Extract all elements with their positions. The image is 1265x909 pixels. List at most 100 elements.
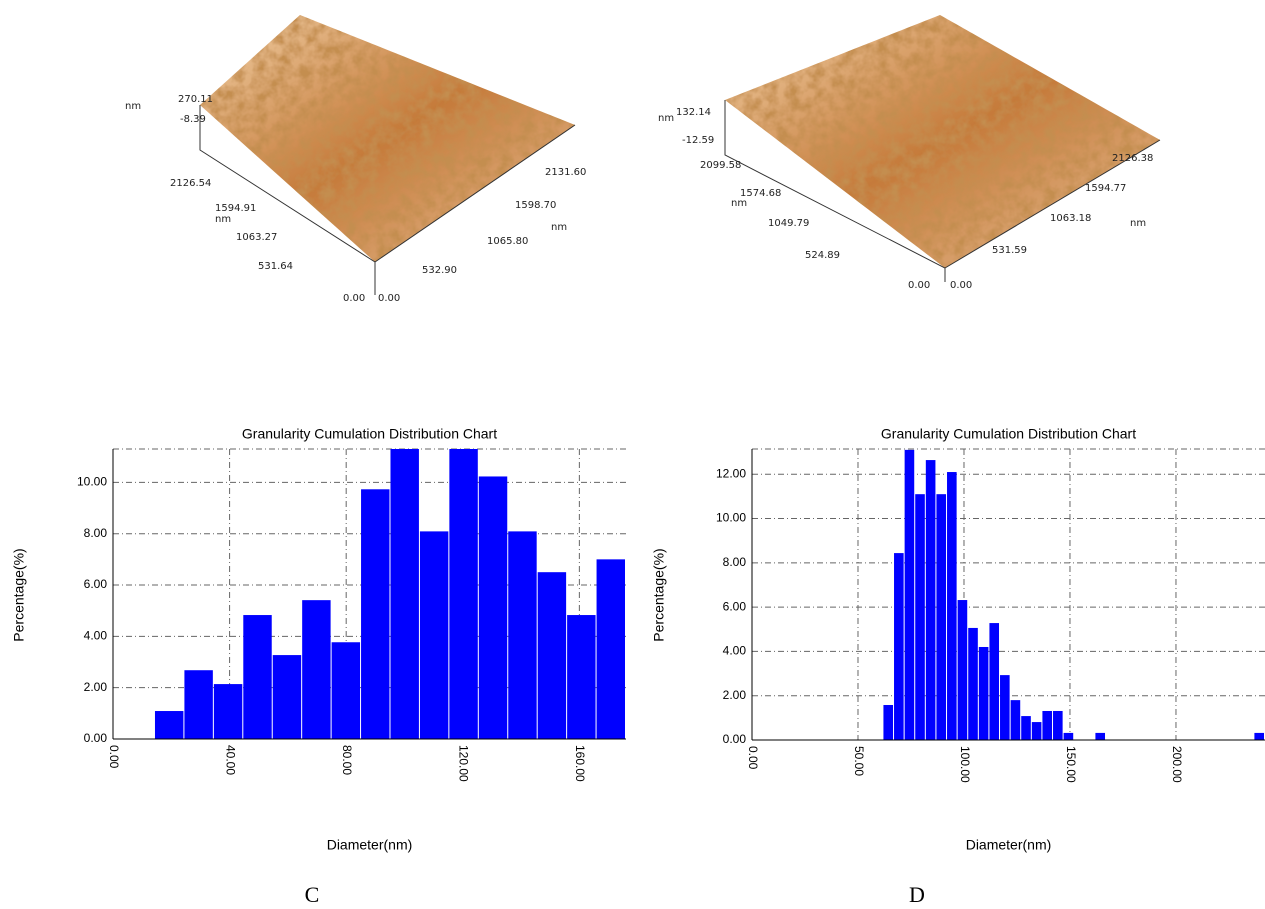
afm-axis-label: -12.59: [682, 135, 714, 146]
afm-axis-label: 1594.77: [1085, 183, 1126, 194]
bar: [243, 615, 272, 739]
y-axis-label: Percentage(%): [651, 548, 667, 641]
x-tick-label: 120.00: [457, 745, 471, 782]
y-tick-label: 12.00: [716, 466, 746, 480]
afm-axis-label: 270.11: [178, 94, 213, 105]
afm-axis-label: 2131.60: [545, 167, 586, 178]
afm-axis-label: 531.59: [992, 245, 1027, 256]
y-tick-label: 8.00: [84, 526, 108, 540]
x-axis-label: Diameter(nm): [966, 837, 1052, 853]
bar: [1095, 732, 1106, 740]
bar: [1010, 700, 1021, 740]
bar: [968, 627, 978, 740]
bar: [419, 531, 449, 739]
y-tick-label: 2.00: [84, 680, 108, 694]
bar: [272, 655, 302, 739]
afm-axes: [724, 100, 946, 282]
bar: [213, 684, 243, 739]
afm-image-1: [199, 15, 576, 295]
x-tick-label: 100.00: [958, 746, 972, 783]
afm-axis-label: 1594.91: [215, 203, 256, 214]
x-tick-label: 160.00: [573, 745, 587, 782]
x-tick-label: 200.00: [1170, 746, 1184, 783]
afm-axis-label: 1065.80: [487, 236, 528, 247]
bar: [1031, 722, 1042, 740]
y-tick-label: 2.00: [723, 688, 747, 702]
afm-axis-label: 524.89: [805, 250, 840, 261]
y-tick-label: 0.00: [84, 731, 108, 745]
bar: [904, 449, 915, 740]
bar: [894, 553, 904, 740]
bar: [537, 572, 567, 739]
chart: Granularity Cumulation Distribution Char…: [651, 426, 1265, 853]
afm-image-2: [724, 15, 1161, 282]
afm-axis: [374, 124, 576, 263]
afm-axis-label: 531.64: [258, 261, 293, 272]
afm-axis-label: nm: [215, 214, 231, 225]
x-tick-label: 80.00: [340, 745, 354, 775]
y-tick-label: 6.00: [84, 577, 108, 591]
afm-axis-label: nm: [1130, 218, 1146, 229]
bar: [1053, 710, 1063, 740]
x-tick-label: 40.00: [223, 745, 237, 775]
afm-axis-label: nm: [125, 101, 141, 112]
panel-label: D: [909, 882, 925, 907]
afm-axis-label: 1574.68: [740, 188, 781, 199]
afm-axis-label: 532.90: [422, 265, 457, 276]
y-tick-label: 4.00: [84, 629, 108, 643]
y-tick-label: 10.00: [716, 511, 746, 525]
bar: [1063, 732, 1074, 740]
bar: [390, 449, 419, 739]
afm-axis-label: 0.00: [343, 293, 365, 304]
afm-axis-label: nm: [551, 222, 567, 233]
bar: [1021, 716, 1031, 740]
afm-axis-label: 1063.18: [1050, 213, 1091, 224]
afm-axis-label: 2126.54: [170, 178, 211, 189]
bar: [567, 615, 596, 739]
bar: [1042, 710, 1053, 740]
bar: [947, 472, 957, 740]
y-tick-label: 8.00: [723, 555, 747, 569]
afm-axis-label: 2126.38: [1112, 153, 1153, 164]
bars: [154, 449, 625, 739]
bar: [883, 705, 894, 740]
chart-title: Granularity Cumulation Distribution Char…: [881, 426, 1136, 442]
bar: [302, 600, 331, 739]
chart: Granularity Cumulation Distribution Char…: [11, 426, 626, 853]
bar: [936, 494, 947, 740]
afm-axis-label: 1063.27: [236, 232, 277, 243]
afm-surface: [725, 15, 1160, 268]
afm-axis-label: nm: [731, 198, 747, 209]
bar: [154, 711, 184, 739]
bar: [478, 476, 508, 739]
afm-axis-label: 132.14: [676, 107, 711, 118]
afm-axis: [944, 139, 1161, 269]
x-tick-label: 0.00: [746, 746, 760, 770]
bar: [331, 642, 361, 739]
y-tick-label: 10.00: [77, 475, 107, 489]
bar: [1000, 675, 1010, 740]
chart-title: Granularity Cumulation Distribution Char…: [242, 426, 497, 442]
afm-axis-label: 0.00: [378, 293, 400, 304]
bar: [596, 559, 625, 739]
bar: [361, 489, 390, 739]
bar: [915, 494, 925, 740]
bar: [925, 460, 936, 740]
y-axis-label: Percentage(%): [11, 548, 27, 641]
bar: [989, 623, 1000, 740]
afm-axis-label: 1598.70: [515, 200, 556, 211]
afm-axis-label: 0.00: [950, 280, 972, 291]
panel-label: C: [305, 882, 320, 907]
afm-surface: [200, 15, 575, 262]
afm-axis-label: 2099.58: [700, 160, 741, 171]
bar: [957, 600, 968, 740]
bar: [449, 449, 478, 739]
afm-axis-label: nm: [658, 113, 674, 124]
bar: [508, 531, 537, 739]
afm-axes: [199, 105, 376, 295]
bar: [184, 670, 213, 739]
afm-axis-label: 0.00: [908, 280, 930, 291]
x-tick-label: 0.00: [107, 745, 121, 769]
x-axis-label: Diameter(nm): [327, 837, 413, 853]
